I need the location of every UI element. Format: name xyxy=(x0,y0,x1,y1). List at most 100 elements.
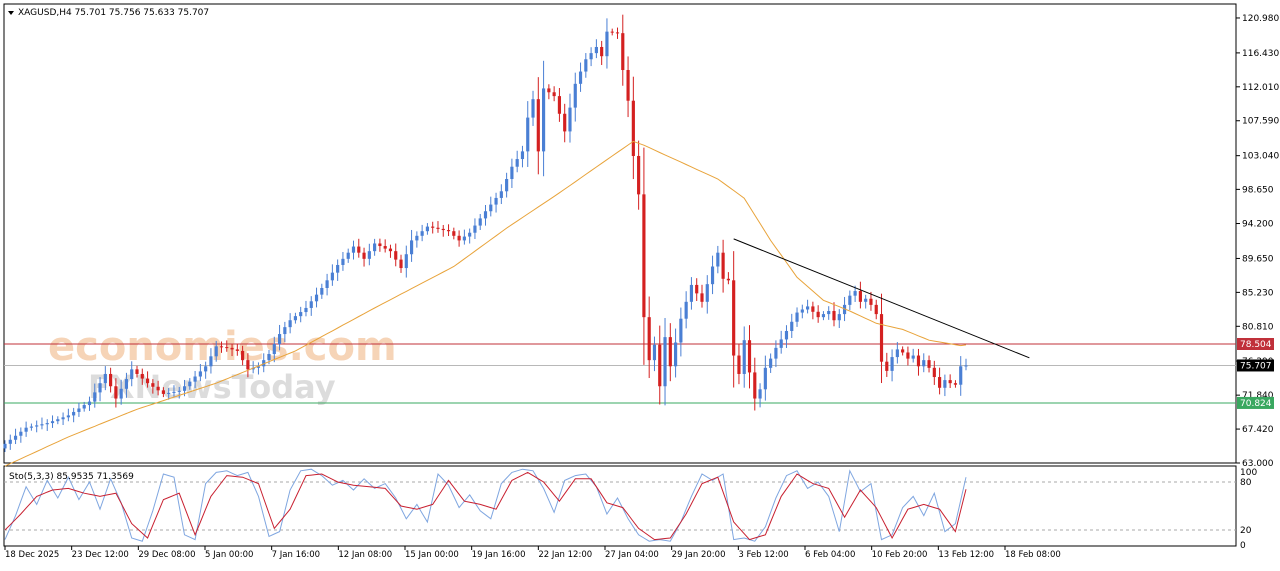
candle-body xyxy=(246,360,250,370)
candle-body xyxy=(346,252,350,259)
candle-body xyxy=(468,232,472,237)
candle-body xyxy=(774,347,778,359)
dropdown-triangle-icon xyxy=(8,11,14,15)
candle-body xyxy=(800,309,804,313)
price-badge-current xyxy=(1237,359,1274,372)
candle-body xyxy=(288,320,292,328)
candle-body xyxy=(668,337,672,367)
candle-body xyxy=(642,194,646,318)
price-axis-label: 63.000 xyxy=(1242,459,1274,469)
price-axis-label: 71.840 xyxy=(1242,391,1274,401)
candle-body xyxy=(842,304,847,315)
price-axis-label: 67.420 xyxy=(1242,425,1274,435)
candle-body xyxy=(663,337,667,387)
candle-body xyxy=(526,117,530,152)
stochastic-plot-frame xyxy=(3,465,1237,547)
candle-body xyxy=(520,151,525,160)
candle-body xyxy=(858,291,862,302)
candle-body xyxy=(864,298,868,302)
candle-body xyxy=(56,419,60,422)
candle-body xyxy=(605,31,609,57)
candle-body xyxy=(13,435,18,440)
candle-body xyxy=(267,354,271,361)
candle-body xyxy=(225,347,229,349)
candle-body xyxy=(431,226,435,228)
candle-body xyxy=(916,355,921,367)
candle-body xyxy=(72,411,76,416)
candle-body xyxy=(821,314,826,318)
candle-body xyxy=(626,70,630,101)
candle-body xyxy=(177,390,181,392)
candle-body xyxy=(689,284,694,302)
candle-body xyxy=(531,99,535,118)
stochastic-title: Sto(5,3,3) 85.9535 71.3569 xyxy=(9,472,134,482)
candle-body xyxy=(837,314,841,321)
candle-body xyxy=(130,369,134,380)
candle-body xyxy=(425,226,430,232)
candle-body xyxy=(188,381,192,387)
candle-body xyxy=(547,88,551,93)
price-badge-support xyxy=(1237,396,1274,409)
candle-body xyxy=(911,355,915,359)
candle-body xyxy=(742,340,746,374)
candle-body xyxy=(959,366,963,385)
candle-body xyxy=(462,236,466,241)
candle-body xyxy=(415,235,419,241)
candle-body xyxy=(98,383,102,393)
candle-body xyxy=(193,376,197,382)
candle-body xyxy=(140,373,144,379)
candle-body xyxy=(806,306,810,310)
price-axis-label: 94.200 xyxy=(1242,220,1274,230)
candle-body xyxy=(182,386,187,391)
candle-body xyxy=(404,254,408,269)
candle-body xyxy=(594,46,598,54)
time-axis-label: 18 Dec 2025 xyxy=(5,550,59,560)
candle-body xyxy=(637,155,641,195)
candle-body xyxy=(272,344,276,355)
price-badge-resistance xyxy=(1237,337,1274,350)
candle-body xyxy=(721,252,725,279)
stochastic-axis-label: 20 xyxy=(1240,526,1252,536)
candle-body xyxy=(50,421,55,424)
candle-body xyxy=(578,71,583,84)
watermark-fxnewstoday: FXNewsToday xyxy=(88,368,336,406)
candle-body xyxy=(932,367,936,378)
candle-body xyxy=(758,389,762,399)
candle-body xyxy=(399,259,403,269)
candle-body xyxy=(716,252,720,267)
candle-body xyxy=(832,311,836,321)
candle-body xyxy=(119,388,123,399)
candle-body xyxy=(473,225,477,233)
candle-body xyxy=(589,53,593,60)
candle-body xyxy=(584,59,588,72)
price-badge-label-support: 70.824 xyxy=(1240,399,1272,409)
candle-body xyxy=(373,243,377,252)
time-axis-label: 13 Feb 12:00 xyxy=(938,550,994,560)
candle-body xyxy=(652,344,657,361)
candle-body xyxy=(827,311,831,315)
candle-body xyxy=(494,197,498,205)
candle-body xyxy=(82,405,86,409)
price-badge-label-current: 75.707 xyxy=(1240,361,1272,371)
candle-body xyxy=(235,349,239,351)
candle-body xyxy=(489,204,493,212)
candle-body xyxy=(679,318,683,343)
candle-body xyxy=(737,355,741,374)
candle-body xyxy=(151,383,155,387)
descending-trendline xyxy=(733,238,1030,359)
candle-body xyxy=(811,306,815,312)
candle-body xyxy=(763,367,767,390)
stochastic-axis-label: 80 xyxy=(1240,478,1252,488)
candle-body xyxy=(40,424,44,426)
candle-body xyxy=(341,258,345,265)
time-axis-label: 29 Dec 08:00 xyxy=(138,550,195,560)
candle-body xyxy=(658,344,662,387)
price-axis-label: 103.040 xyxy=(1242,152,1279,162)
candle-body xyxy=(922,360,926,367)
candle-body xyxy=(241,350,245,361)
candle-body xyxy=(615,32,620,34)
candle-body xyxy=(383,246,387,249)
price-axis-label: 85.230 xyxy=(1242,288,1274,298)
moving-average-line xyxy=(4,140,967,467)
